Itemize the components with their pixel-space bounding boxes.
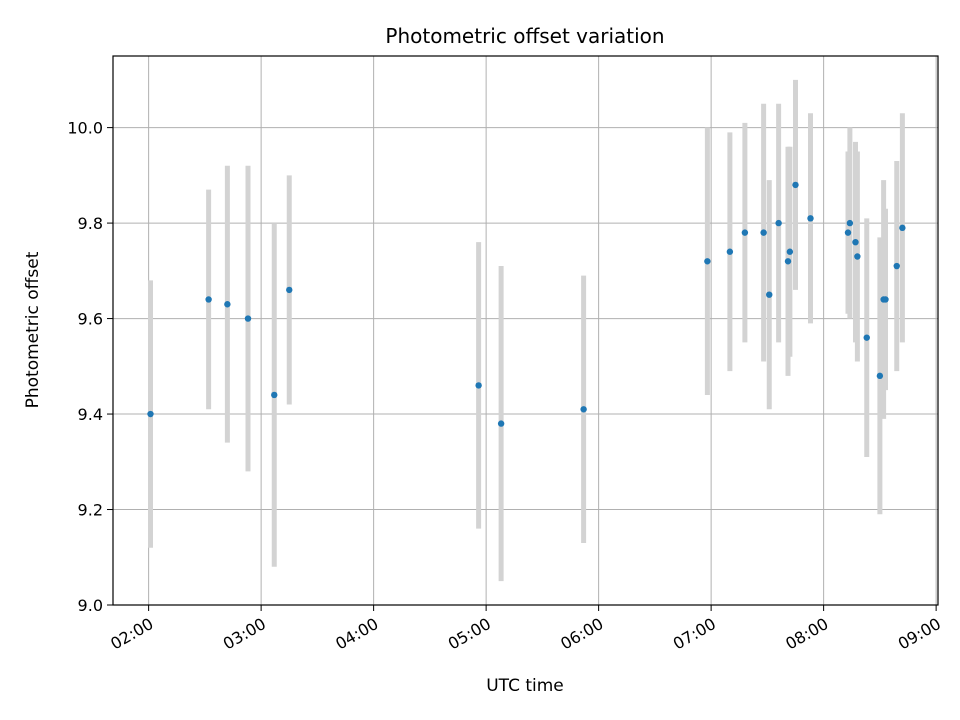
y-tick-label: 9.4 bbox=[78, 405, 103, 424]
data-point bbox=[766, 291, 773, 298]
data-point bbox=[899, 224, 906, 232]
data-point bbox=[775, 219, 782, 227]
data-point bbox=[205, 296, 212, 303]
data-point bbox=[286, 286, 293, 294]
data-point bbox=[271, 391, 278, 399]
data-point bbox=[854, 253, 861, 260]
data-point bbox=[893, 262, 900, 270]
y-axis: 9.0 9.2 9.4 9.6 9.8 10.0 bbox=[67, 119, 113, 615]
data-point bbox=[726, 248, 734, 255]
data-point bbox=[882, 296, 889, 303]
data-point bbox=[147, 410, 154, 418]
data-point bbox=[741, 229, 749, 236]
data-point bbox=[224, 301, 231, 308]
x-axis-label: UTC time bbox=[486, 676, 564, 696]
data-point bbox=[863, 334, 870, 341]
data-point bbox=[475, 382, 482, 389]
y-tick-label: 9.6 bbox=[78, 310, 103, 329]
data-point bbox=[704, 258, 711, 265]
y-tick-label: 10.0 bbox=[67, 119, 103, 138]
data-point bbox=[760, 229, 767, 236]
y-tick-label: 9.8 bbox=[78, 214, 103, 233]
data-point bbox=[497, 420, 505, 427]
data-points bbox=[147, 181, 906, 427]
data-point bbox=[846, 219, 854, 227]
plot-area bbox=[113, 56, 938, 605]
y-tick-label: 9.2 bbox=[78, 501, 103, 520]
y-tick-label: 9.0 bbox=[78, 596, 103, 615]
data-point bbox=[784, 258, 792, 265]
data-point bbox=[786, 248, 794, 255]
plot-frame bbox=[112, 55, 939, 606]
y-axis-label: Photometric offset bbox=[23, 251, 43, 408]
data-point bbox=[844, 229, 852, 236]
data-point bbox=[244, 315, 252, 322]
data-point bbox=[792, 181, 799, 189]
data-point bbox=[580, 406, 587, 413]
chart-title: Photometric offset variation bbox=[385, 24, 664, 48]
data-point bbox=[807, 215, 814, 222]
data-point bbox=[876, 372, 884, 380]
data-point bbox=[852, 238, 859, 246]
